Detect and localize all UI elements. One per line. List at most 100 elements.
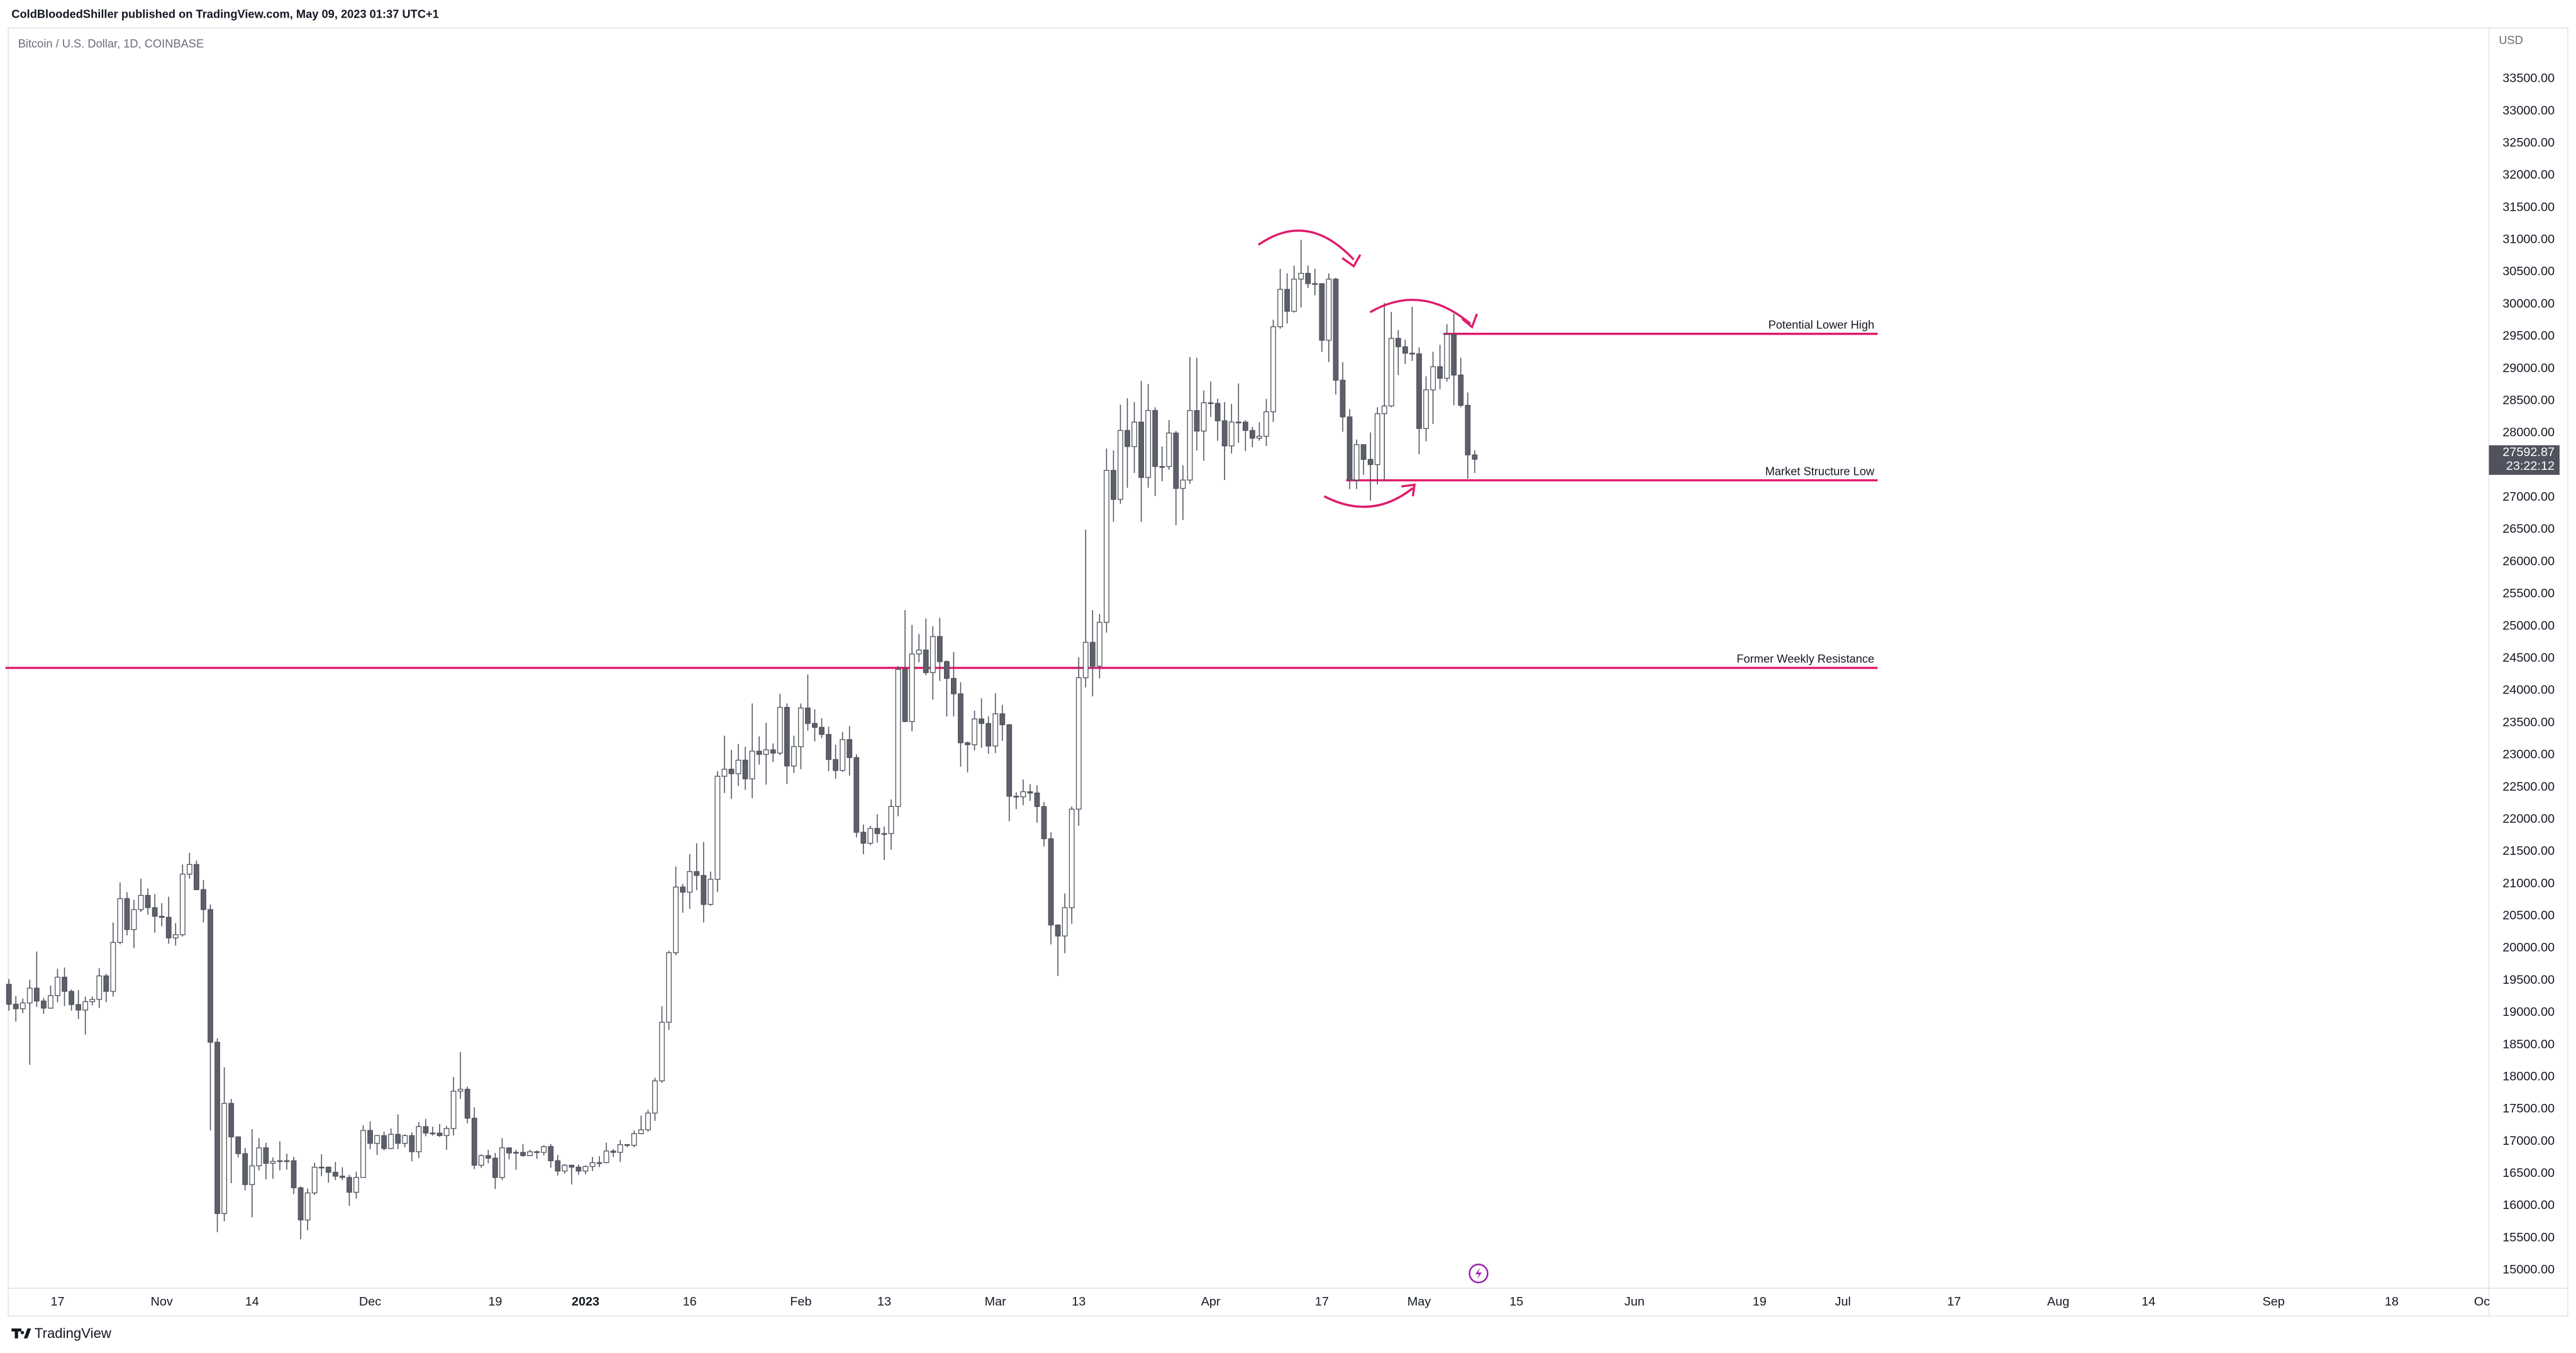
- candle-body: [62, 976, 67, 992]
- arrow-head: [1401, 483, 1416, 497]
- candle-body: [1214, 403, 1221, 421]
- candle-body: [763, 749, 769, 755]
- symbol-title: Bitcoin / U.S. Dollar, 1D, COINBASE: [18, 36, 204, 50]
- footer: TradingView: [11, 1325, 112, 1341]
- y-tick-label: 29000.00: [2502, 361, 2555, 375]
- candle-body: [117, 898, 123, 943]
- y-tick-label: 25500.00: [2502, 587, 2555, 601]
- candle-body: [145, 894, 151, 908]
- y-tick-label: 26000.00: [2502, 554, 2555, 568]
- event-icon[interactable]: [1468, 1263, 1489, 1284]
- x-tick-label: 16: [683, 1295, 697, 1308]
- x-tick-label: Jul: [1835, 1295, 1851, 1308]
- y-tick-label: 26500.00: [2502, 522, 2555, 536]
- candle-body: [1333, 279, 1339, 381]
- candle-body: [110, 942, 116, 992]
- candle-body: [1096, 621, 1102, 667]
- event-bolt[interactable]: [1475, 1267, 1482, 1279]
- x-tick-label: Apr: [1201, 1295, 1221, 1308]
- candle-body: [1075, 677, 1082, 810]
- candle-body: [1194, 409, 1200, 432]
- candle-body: [1111, 470, 1116, 500]
- candle-body: [152, 907, 158, 917]
- candle-body: [1353, 444, 1360, 481]
- candle-body: [1020, 791, 1026, 798]
- candle-body: [325, 1166, 331, 1173]
- candle-body: [1124, 430, 1130, 447]
- candle-body: [1451, 334, 1457, 376]
- candle-body: [923, 649, 929, 673]
- candle-body: [450, 1091, 457, 1129]
- candle-body: [249, 1165, 255, 1185]
- candle-body: [972, 718, 977, 745]
- x-tick-label: 19: [1753, 1295, 1767, 1308]
- candle-body: [791, 746, 797, 767]
- y-tick-label: 23000.00: [2502, 748, 2555, 762]
- x-tick-label: May: [1407, 1295, 1431, 1308]
- candle-body: [347, 1177, 352, 1193]
- candle-body: [659, 1022, 665, 1082]
- candle-body: [478, 1155, 484, 1166]
- candle-body: [603, 1150, 609, 1164]
- candle-body: [1430, 366, 1436, 391]
- y-tick-label: 16500.00: [2502, 1166, 2555, 1180]
- candle-body: [423, 1126, 429, 1133]
- currency: USD: [2499, 33, 2523, 47]
- candle-body: [742, 759, 748, 779]
- candle-body: [1319, 283, 1325, 341]
- candle-body: [19, 1002, 26, 1010]
- x-tick-label: Dec: [359, 1295, 381, 1308]
- candle-body: [256, 1147, 262, 1167]
- candle-body: [819, 727, 824, 735]
- candle-body: [6, 984, 12, 1005]
- candle-body: [186, 864, 192, 875]
- y-tick-label: 15500.00: [2502, 1230, 2555, 1244]
- candle-body: [409, 1135, 415, 1152]
- candle-body: [708, 879, 714, 905]
- annotations: Potential Lower High Market Structure Low…: [5, 318, 1878, 669]
- candle-body: [457, 1089, 464, 1092]
- candle-body: [1152, 409, 1158, 467]
- candle-body: [1235, 421, 1241, 423]
- candle-body: [1472, 454, 1478, 460]
- candle-body: [673, 886, 679, 954]
- candle-body: [1138, 421, 1145, 478]
- candle-body: [172, 934, 179, 938]
- candle-body: [416, 1126, 422, 1152]
- candle-body: [1270, 326, 1276, 413]
- candle-body: [96, 975, 103, 1000]
- candle-body: [812, 723, 818, 728]
- candle-body: [569, 1164, 575, 1168]
- candle-body: [270, 1161, 276, 1164]
- candle-body: [304, 1192, 311, 1221]
- candle-body: [777, 706, 783, 754]
- candle-body: [436, 1132, 443, 1137]
- arrow-head: [1461, 313, 1478, 329]
- y-tick-label: 30500.00: [2502, 265, 2555, 279]
- level-label: Potential Lower High: [1768, 318, 1875, 331]
- candle-body: [680, 886, 686, 893]
- x-tick-label: 18: [2385, 1295, 2399, 1308]
- candle-body: [1242, 421, 1248, 431]
- x-tick-label: Nov: [151, 1295, 173, 1308]
- candle-body: [860, 832, 867, 844]
- candle-body: [1257, 435, 1262, 439]
- price-tag-box: [2489, 445, 2560, 475]
- candle-body: [985, 723, 992, 747]
- candle-body: [1402, 346, 1408, 354]
- candle-body: [1034, 793, 1040, 807]
- candle-body: [1360, 444, 1367, 460]
- x-tick-label: 17: [50, 1295, 64, 1308]
- level-label: Former Weekly Resistance: [1736, 652, 1874, 665]
- candle-body: [1228, 421, 1235, 447]
- candle-body: [138, 894, 144, 910]
- x-tick-label: 17: [1315, 1295, 1329, 1308]
- candle-body: [1180, 479, 1186, 489]
- y-tick-label: 25000.00: [2502, 619, 2555, 633]
- y-tick-label: 28000.00: [2502, 426, 2555, 440]
- candle-body: [1284, 289, 1291, 312]
- x-tick-label: 14: [2141, 1295, 2155, 1308]
- x-tick-label: Feb: [790, 1295, 811, 1308]
- byline: ColdBloodedShiller published on TradingV…: [11, 7, 439, 20]
